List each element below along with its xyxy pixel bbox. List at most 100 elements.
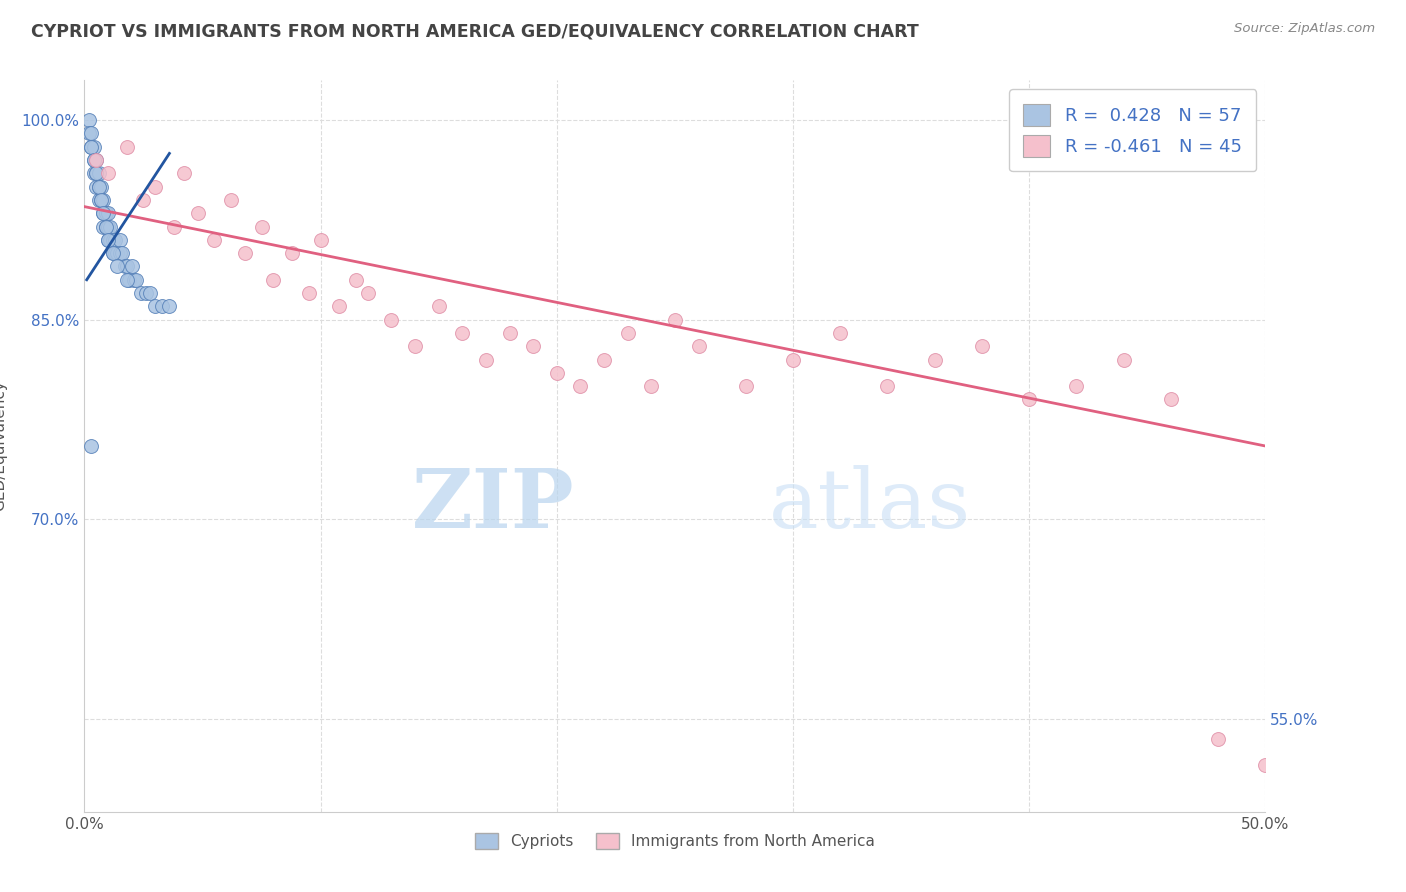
Text: ZIP: ZIP xyxy=(412,465,575,544)
Point xyxy=(107,260,129,274)
Point xyxy=(84,179,107,194)
Point xyxy=(77,113,100,128)
Point xyxy=(104,233,127,247)
Point xyxy=(94,219,117,234)
Point xyxy=(122,273,145,287)
Point xyxy=(101,246,124,260)
Point xyxy=(108,233,131,247)
Point xyxy=(451,326,474,340)
Point xyxy=(83,153,105,167)
Point xyxy=(157,299,180,313)
Point xyxy=(640,379,662,393)
Point xyxy=(1206,731,1229,746)
Point xyxy=(1160,392,1182,407)
Point xyxy=(219,193,242,207)
Point xyxy=(104,246,127,260)
Point xyxy=(129,286,152,301)
Point xyxy=(87,179,110,194)
Point xyxy=(115,140,138,154)
Point xyxy=(111,246,134,260)
Point xyxy=(173,166,195,180)
Point xyxy=(97,219,120,234)
Point xyxy=(328,299,350,313)
Point xyxy=(84,153,107,167)
Point xyxy=(83,166,105,180)
Point xyxy=(298,286,321,301)
Text: Source: ZipAtlas.com: Source: ZipAtlas.com xyxy=(1234,22,1375,36)
Point xyxy=(94,206,117,220)
Point xyxy=(546,366,568,380)
Point xyxy=(187,206,209,220)
Point xyxy=(262,273,284,287)
Point xyxy=(91,206,114,220)
Text: CYPRIOT VS IMMIGRANTS FROM NORTH AMERICA GED/EQUIVALENCY CORRELATION CHART: CYPRIOT VS IMMIGRANTS FROM NORTH AMERICA… xyxy=(31,22,918,40)
Point xyxy=(150,299,173,313)
Point xyxy=(84,153,107,167)
Point xyxy=(616,326,638,340)
Y-axis label: GED/Equivalency: GED/Equivalency xyxy=(0,381,7,511)
Point xyxy=(98,219,121,234)
Point xyxy=(830,326,852,340)
Point xyxy=(125,273,148,287)
Point xyxy=(163,219,186,234)
Point xyxy=(80,127,103,141)
Point xyxy=(97,233,120,247)
Point xyxy=(80,140,103,154)
Point xyxy=(84,166,107,180)
Point xyxy=(121,260,143,274)
Point xyxy=(115,260,138,274)
Point xyxy=(97,206,120,220)
Point xyxy=(132,193,155,207)
Point xyxy=(593,352,616,367)
Point xyxy=(475,352,498,367)
Point xyxy=(734,379,756,393)
Point xyxy=(90,179,112,194)
Point xyxy=(115,273,138,287)
Point xyxy=(97,233,120,247)
Legend: Cypriots, Immigrants from North America: Cypriots, Immigrants from North America xyxy=(468,827,882,855)
Point xyxy=(876,379,898,393)
Point xyxy=(1112,352,1135,367)
Point xyxy=(688,339,710,353)
Point xyxy=(380,312,402,326)
Point xyxy=(91,219,114,234)
Point xyxy=(97,166,120,180)
Point xyxy=(135,286,157,301)
Point xyxy=(107,246,129,260)
Point xyxy=(569,379,592,393)
Point xyxy=(84,166,107,180)
Point xyxy=(1018,392,1040,407)
Point xyxy=(309,233,332,247)
Point xyxy=(91,193,114,207)
Point xyxy=(250,219,273,234)
Point xyxy=(80,140,103,154)
Point xyxy=(80,439,103,453)
Point xyxy=(1254,758,1277,772)
Point xyxy=(522,339,544,353)
Point xyxy=(90,193,112,207)
Point xyxy=(404,339,426,353)
Point xyxy=(101,246,124,260)
Point xyxy=(94,219,117,234)
Point xyxy=(1066,379,1088,393)
Text: atlas: atlas xyxy=(769,465,972,544)
Point xyxy=(77,127,100,141)
Point xyxy=(924,352,946,367)
Point xyxy=(87,193,110,207)
Point xyxy=(139,286,162,301)
Point xyxy=(98,233,121,247)
Point xyxy=(202,233,225,247)
Point xyxy=(427,299,450,313)
Point xyxy=(83,140,105,154)
Point xyxy=(344,273,367,287)
Point xyxy=(118,273,141,287)
Point xyxy=(83,153,105,167)
Point xyxy=(114,260,136,274)
Point xyxy=(664,312,686,326)
Point xyxy=(281,246,304,260)
Point xyxy=(101,233,124,247)
Point xyxy=(108,246,131,260)
Point xyxy=(233,246,256,260)
Point xyxy=(498,326,520,340)
Point xyxy=(143,179,166,194)
